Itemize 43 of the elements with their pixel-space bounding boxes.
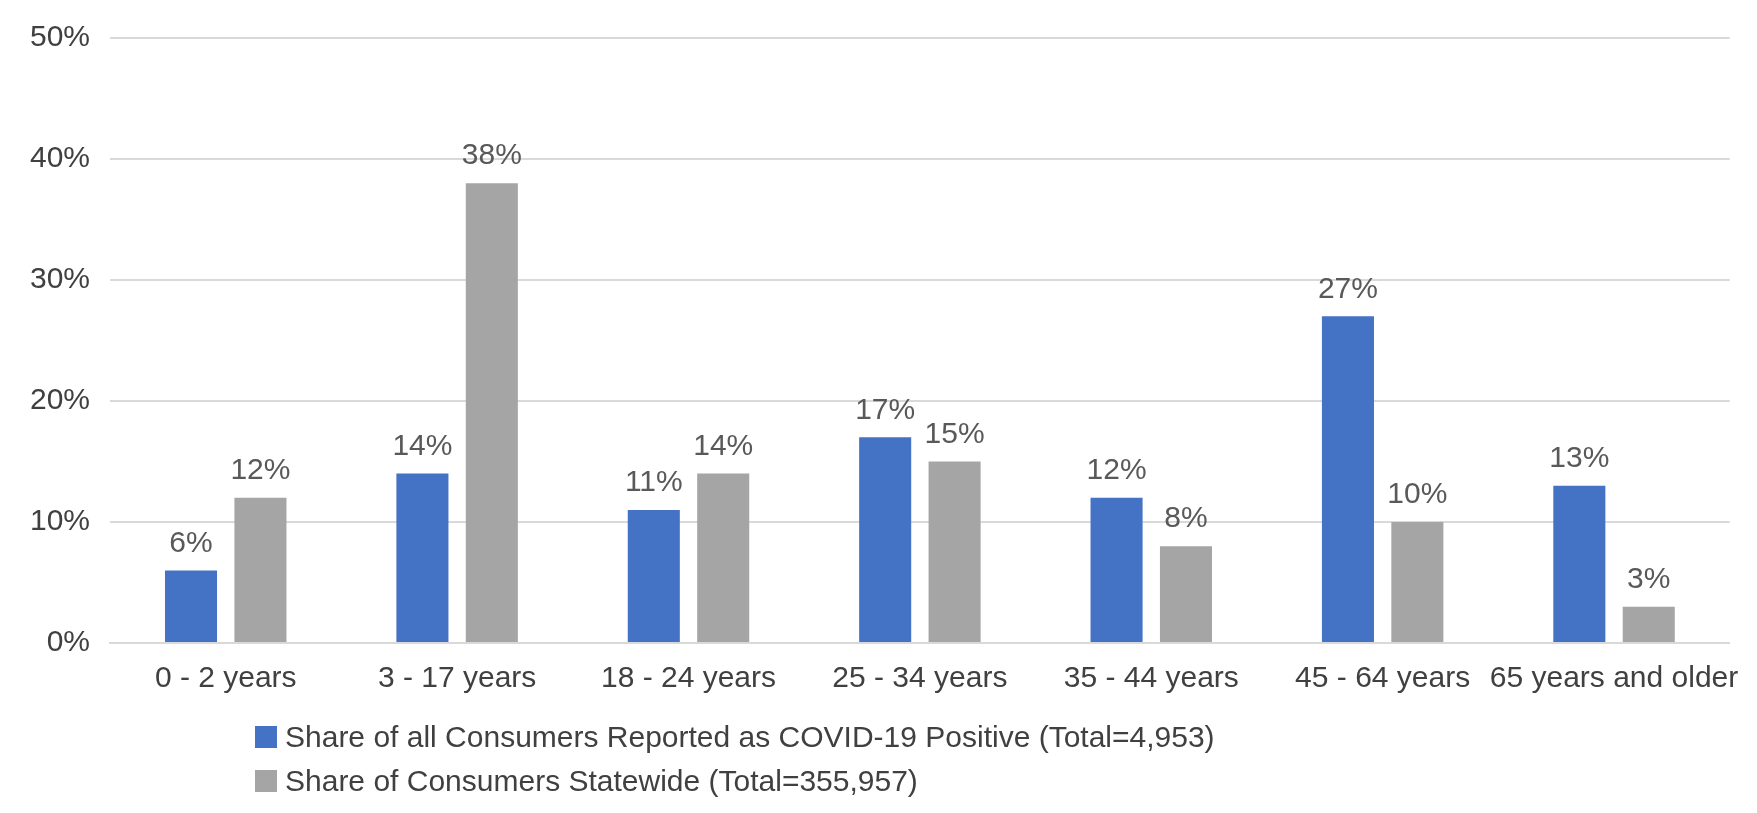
data-label: 6%	[169, 524, 213, 558]
bar	[234, 497, 287, 642]
bar	[1321, 316, 1374, 642]
data-label: 11%	[624, 464, 683, 498]
bar	[165, 570, 218, 642]
y-tick-label: 0%	[46, 624, 91, 658]
x-tick-label: 35 - 44 years	[1063, 660, 1239, 694]
x-tick-label: 18 - 24 years	[600, 660, 777, 694]
y-tick-label: 30%	[30, 261, 91, 295]
data-label: 14%	[693, 427, 754, 461]
data-label: 3%	[1627, 560, 1671, 594]
bar	[396, 473, 449, 642]
data-label: 10%	[1387, 476, 1448, 510]
bar	[859, 437, 912, 642]
data-label: 15%	[924, 415, 985, 449]
legend-label: Share of Consumers Statewide (Total=355,957)	[285, 764, 918, 798]
data-label: 12%	[230, 452, 291, 486]
data-label: 8%	[1164, 500, 1208, 534]
bar	[1622, 606, 1675, 642]
bar	[1159, 546, 1213, 642]
data-label: 38%	[461, 137, 522, 171]
x-tick-label: 45 - 64 years	[1295, 660, 1471, 694]
data-label: 27%	[1317, 270, 1378, 304]
x-tick-label: 65 years and older	[1489, 660, 1739, 694]
x-tick-label: 3 - 17 years	[377, 660, 537, 694]
bar	[1090, 497, 1143, 642]
y-tick-label: 20%	[30, 382, 91, 416]
data-label: 14%	[392, 427, 453, 461]
bar	[465, 183, 518, 642]
data-label: 12%	[1086, 452, 1147, 486]
bar	[697, 473, 750, 642]
legend-label: Share of all Consumers Reported as COVID-19 Positive (Total=4,953)	[285, 720, 1215, 754]
y-tick-label: 10%	[30, 503, 91, 537]
x-tick-label: 25 - 34 years	[832, 660, 1008, 694]
bar	[1391, 522, 1444, 642]
data-label: 13%	[1549, 439, 1610, 473]
bar	[928, 461, 981, 642]
bar	[627, 509, 680, 642]
data-label: 17%	[855, 391, 916, 425]
bar	[1553, 485, 1606, 642]
x-tick-label: 0 - 2 years	[154, 660, 297, 694]
y-tick-label: 50%	[30, 19, 91, 53]
y-tick-label: 40%	[30, 140, 91, 174]
